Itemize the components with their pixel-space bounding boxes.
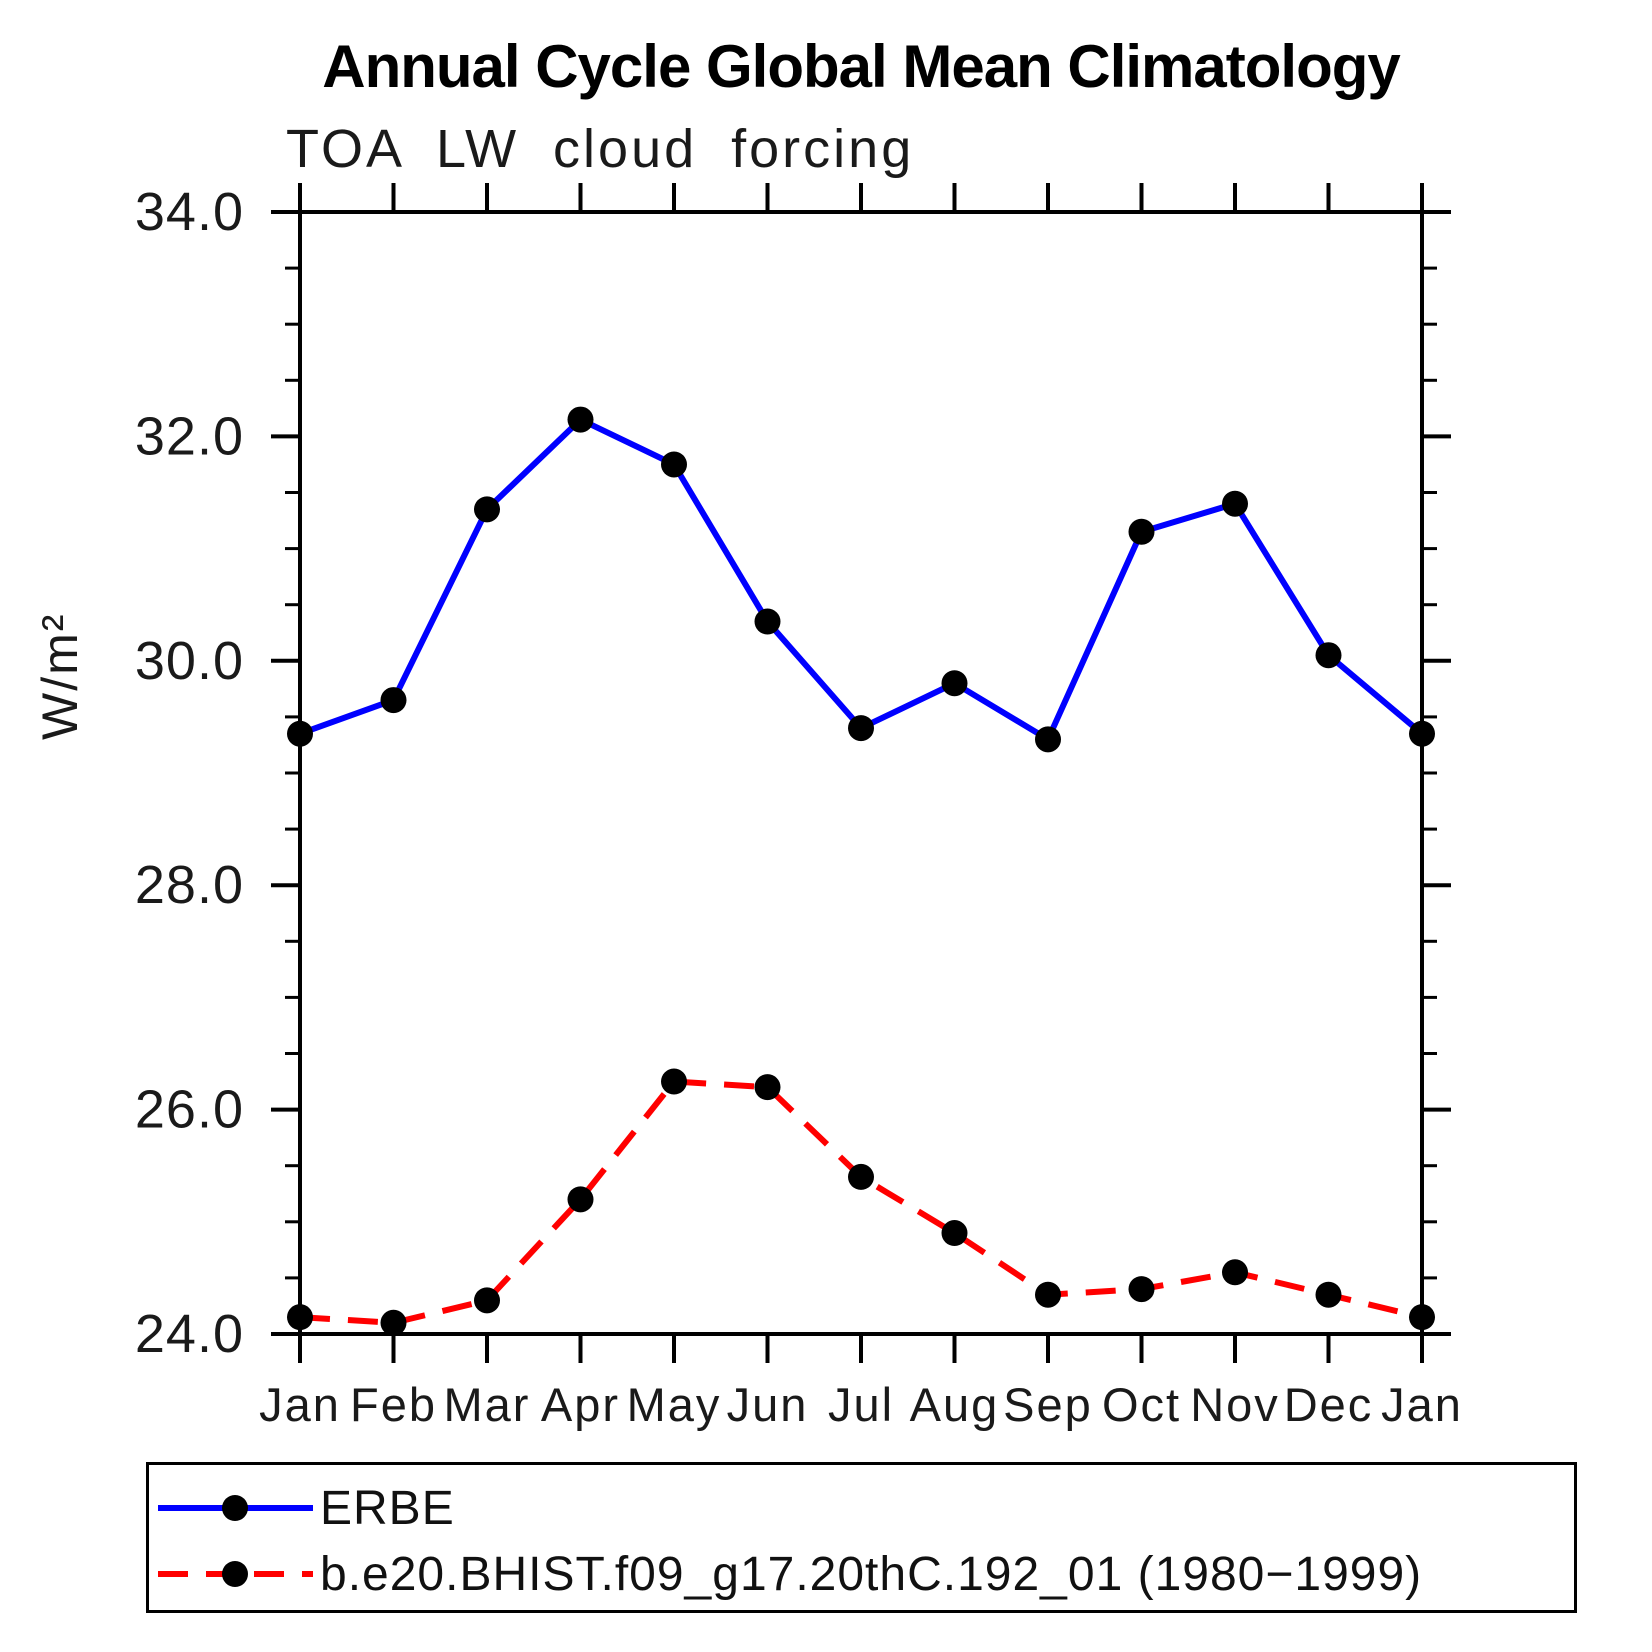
data-point-marker <box>848 715 874 742</box>
x-tick-label: Sep <box>1003 1378 1093 1431</box>
series-line-0 <box>298 415 1424 744</box>
data-point-marker <box>754 1074 781 1101</box>
data-point-marker <box>1409 1304 1435 1331</box>
series-line-1 <box>299 1078 1423 1326</box>
solid-line-marker-icon <box>158 1495 313 1521</box>
data-point-marker <box>1128 518 1155 545</box>
y-tick-label: 24.0 <box>135 1304 244 1364</box>
x-tick-label: Feb <box>350 1378 437 1431</box>
plot-frame <box>298 210 1424 1336</box>
legend-item-model: b.e20.BHIST.f09_g17.20thC.192_01 (1980−1… <box>152 1548 1422 1601</box>
data-point-marker <box>1409 720 1435 747</box>
dashed-line-marker-icon <box>158 1561 313 1587</box>
x-tick-label: Jan <box>259 1378 341 1431</box>
x-tick-label: Oct <box>1102 1378 1181 1431</box>
legend-label-model: b.e20.BHIST.f09_g17.20thC.192_01 (1980−1… <box>320 1547 1423 1601</box>
data-point-marker <box>1222 1259 1248 1286</box>
legend-label-erbe: ERBE <box>320 1481 455 1535</box>
x-tick-label: Dec <box>1284 1378 1374 1431</box>
data-point-marker <box>1035 726 1061 753</box>
data-point-marker <box>474 496 500 523</box>
data-point-marker <box>567 1186 594 1213</box>
data-point-marker <box>380 1309 407 1336</box>
data-point-marker <box>1128 1276 1155 1303</box>
x-tick-label: Nov <box>1190 1378 1280 1431</box>
x-tick-label: Jan <box>1381 1378 1463 1431</box>
x-tick-label: Jul <box>828 1378 894 1431</box>
y-tick-label: 32.0 <box>135 406 244 466</box>
data-point-marker <box>287 1304 313 1331</box>
data-point-marker <box>1035 1281 1061 1308</box>
data-point-marker <box>1315 642 1342 669</box>
page-title: Annual Cycle Global Mean Climatology <box>322 33 1401 100</box>
legend-item-erbe: ERBE <box>152 1482 455 1535</box>
data-point-marker <box>1222 490 1248 517</box>
data-point-marker <box>941 1220 968 1247</box>
x-tick-label: May <box>627 1378 722 1431</box>
data-point-marker <box>287 720 313 747</box>
data-point-marker <box>661 451 687 478</box>
x-tick-label: Jun <box>727 1378 809 1431</box>
data-point-marker <box>848 1163 874 1190</box>
y-tick-label: 34.0 <box>135 182 244 242</box>
x-tick-label: Mar <box>444 1378 531 1431</box>
data-point-marker <box>754 608 781 635</box>
data-point-marker <box>1315 1281 1342 1308</box>
y-tick-label: 28.0 <box>135 855 244 915</box>
data-point-marker <box>474 1287 500 1314</box>
data-point-marker <box>380 687 407 714</box>
x-tick-label: Aug <box>910 1378 1000 1431</box>
x-tick-label: Apr <box>541 1378 620 1431</box>
data-point-marker <box>661 1068 687 1095</box>
y-tick-label: 30.0 <box>135 631 244 691</box>
legend-box: ERBE b.e20.BHIST.f09_g17.20thC.192_01 (1… <box>146 1462 1577 1613</box>
data-point-marker <box>567 406 594 433</box>
data-point-marker <box>941 670 968 697</box>
chart-subtitle: TOA LW cloud forcing <box>286 119 915 179</box>
y-tick-label: 26.0 <box>135 1080 244 1140</box>
